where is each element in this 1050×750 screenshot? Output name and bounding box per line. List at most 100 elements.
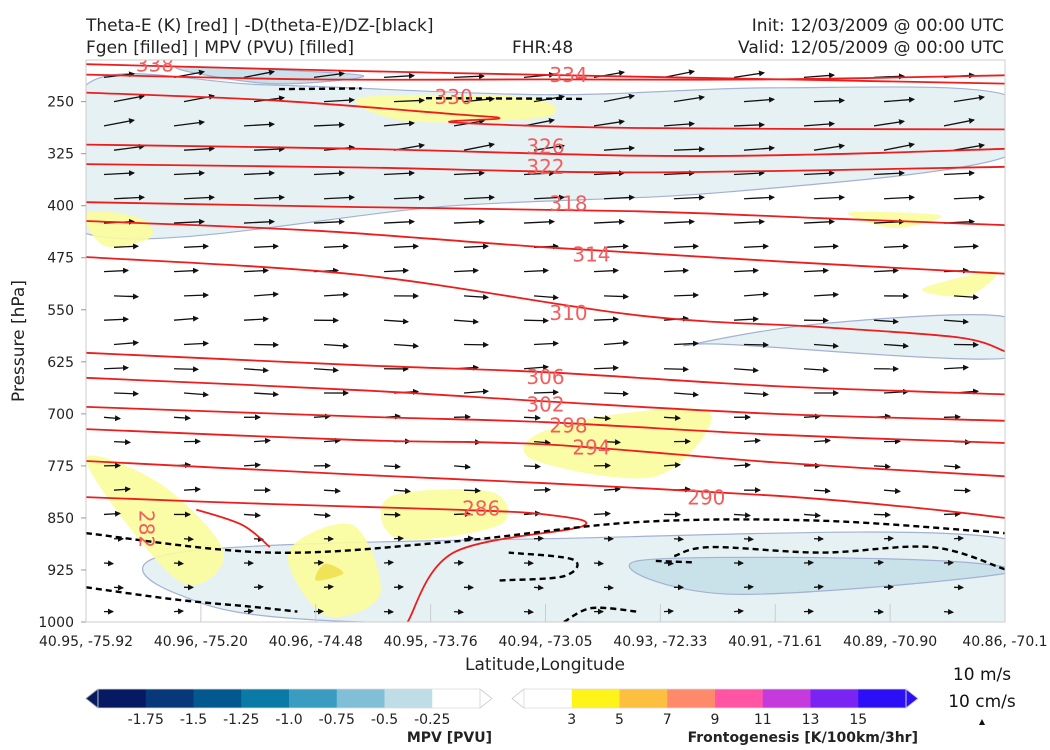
wind-arrow-212 — [383, 463, 401, 470]
wind-arrow-20 — [603, 93, 635, 103]
x-tick-label-6: 40.91, -71.61 — [728, 634, 822, 650]
valid-time: Valid: 12/05/2009 @ 00:00 UTC — [738, 38, 1004, 58]
theta-e-line-298 — [86, 406, 1005, 444]
cb-mpv-tick-3: -1.0 — [275, 712, 302, 728]
wind-arrow-163 — [593, 364, 619, 371]
wind-arrow-273 — [113, 584, 124, 591]
cb-fgen-tick-3: 9 — [711, 712, 720, 728]
y-tick-label-625: 625 — [47, 355, 74, 371]
cb-mpv-tick-6: -0.25 — [414, 712, 450, 728]
wind-arrow-101 — [813, 243, 839, 250]
wind-arrow-146 — [323, 342, 349, 349]
y-axis-label: Pressure [hPa] — [9, 280, 29, 402]
wind-arrow-82 — [383, 218, 415, 225]
wind-arrow-150 — [603, 339, 629, 346]
wind-arrow-221 — [113, 486, 131, 493]
wind-arrow-83 — [453, 218, 485, 225]
theta-e-line-286 — [86, 496, 588, 622]
theta-e-label-286: 286 — [462, 497, 500, 521]
wind-arrow-283 — [813, 584, 824, 590]
wind-arrow-57 — [453, 170, 485, 177]
wind-arrow-46 — [603, 145, 635, 152]
wind-arrow-80 — [243, 218, 275, 225]
wind-arrow-153 — [813, 342, 839, 349]
wind-arrow-227 — [533, 486, 551, 493]
wind-arrow-26 — [103, 118, 135, 127]
wind-arrow-115 — [873, 267, 899, 274]
theta-e-label-318: 318 — [549, 191, 587, 215]
theta-e-label-294: 294 — [572, 436, 610, 460]
dthetae-dz-line-0 — [278, 87, 362, 91]
wind-arrow-241 — [593, 510, 611, 517]
wind-arrow-134 — [383, 318, 409, 325]
wind-arrow-105 — [173, 267, 199, 274]
wind-arrow-108 — [383, 267, 409, 274]
wind-arrow-3 — [313, 71, 345, 78]
wind-arrow-282 — [743, 584, 754, 591]
wind-arrow-71 — [533, 194, 565, 201]
wind-arrow-70 — [463, 194, 495, 201]
wind-arrow-288 — [243, 608, 254, 615]
wind-arrow-237 — [313, 512, 331, 519]
wind-arrow-103 — [953, 243, 979, 250]
wind-arrow-214 — [523, 463, 541, 470]
wind-arrow-228 — [603, 486, 621, 493]
cb-mpv-frame — [97, 688, 481, 709]
y-tick-label-1000: 1000 — [38, 615, 74, 631]
wind-arrow-106 — [243, 267, 269, 274]
cb-mpv-segment-4 — [289, 689, 338, 708]
wind-key-horizontal: 10 m/s — [953, 665, 1011, 685]
frontogenesis-colorbar-label: Frontogenesis [K/100km/3hr] — [688, 730, 918, 746]
wind-arrow-154 — [883, 342, 909, 349]
mpv-region-4 — [628, 556, 1005, 595]
wind-arrow-287 — [173, 608, 184, 615]
theta-e-label-290: 290 — [687, 485, 725, 509]
wind-arrow-99 — [673, 243, 699, 250]
wind-arrow-169 — [113, 390, 139, 397]
theta-e-line-314 — [86, 220, 1005, 275]
dthetae-dz-line-4 — [499, 551, 579, 582]
wind-arrow-76 — [883, 194, 915, 201]
wind-arrow-16 — [323, 97, 355, 104]
theta-e-line-318 — [86, 201, 1005, 226]
wind-arrow-40 — [183, 145, 215, 152]
wind-arrow-276 — [323, 583, 334, 590]
wind-arrow-175 — [533, 389, 559, 396]
wind-arrow-198 — [323, 437, 341, 444]
theta-e-line-294 — [86, 428, 1005, 478]
x-tick-label-5: 40.93, -72.33 — [613, 634, 707, 650]
wind-arrow-174 — [463, 388, 489, 395]
wind-arrow-219 — [873, 463, 891, 470]
wind-arrow-137 — [593, 316, 619, 323]
wind-arrow-149 — [533, 340, 559, 347]
wind-arrow-234 — [103, 510, 121, 517]
cb-fgen-segment-1 — [571, 689, 620, 708]
wind-arrow-222 — [183, 486, 201, 493]
theta-e-label-298: 298 — [549, 413, 587, 437]
wind-arrow-47 — [673, 146, 705, 153]
wind-arrow-74 — [743, 194, 775, 201]
wind-arrow-110 — [523, 267, 549, 274]
wind-arrow-91 — [113, 243, 139, 250]
wind-arrow-10 — [803, 72, 835, 79]
y-tick-label-475: 475 — [47, 251, 74, 267]
wind-arrow-36 — [803, 120, 835, 127]
wind-arrow-275 — [253, 584, 264, 591]
wind-arrow-143 — [113, 339, 139, 346]
y-tick-label-850: 850 — [47, 511, 74, 527]
wind-arrow-239 — [453, 511, 471, 518]
wind-arrow-68 — [323, 194, 355, 201]
wind-arrow-201 — [533, 439, 551, 446]
theta-e-line-306 — [86, 351, 1005, 396]
wind-arrow-260 — [103, 560, 114, 567]
wind-arrow-109 — [453, 267, 479, 274]
wind-arrow-5 — [453, 73, 485, 80]
dthetae-dz-line-1 — [425, 97, 583, 101]
wind-arrow-33 — [593, 119, 625, 127]
cb-mpv-segment-5 — [336, 689, 385, 708]
x-tick-label-7: 40.89, -70.90 — [843, 634, 937, 650]
y-tick-label-775: 775 — [47, 459, 74, 475]
theta-e-line-326 — [86, 143, 1005, 157]
theta-e-label-314: 314 — [572, 243, 610, 267]
